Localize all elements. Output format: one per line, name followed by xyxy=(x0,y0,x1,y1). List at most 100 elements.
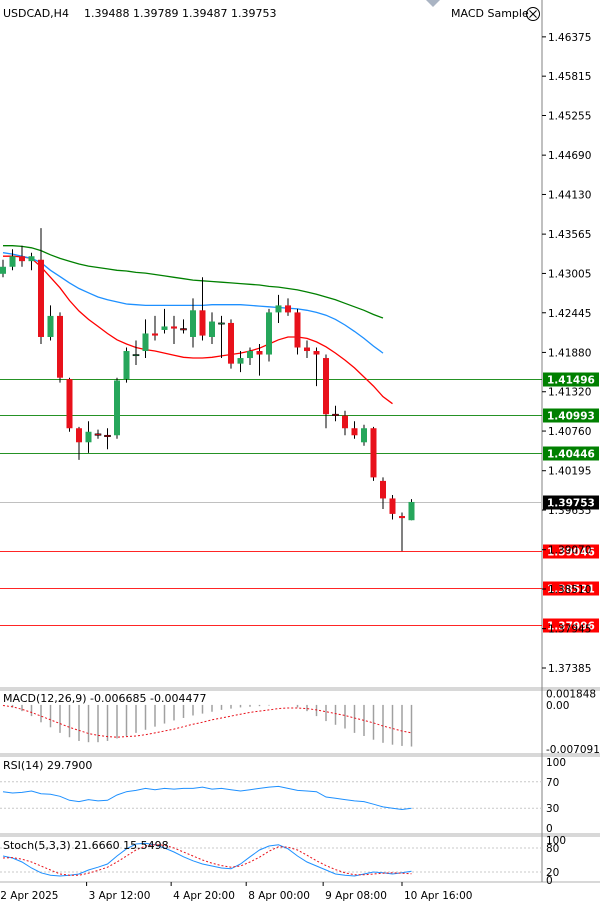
bull-candle-body xyxy=(190,310,196,337)
level-price-box xyxy=(543,446,599,461)
price-tick-label: 1.41880 xyxy=(548,347,591,359)
bear-candle-body xyxy=(228,322,234,364)
level-price-label: 1.41496 xyxy=(547,375,595,387)
price-tick-label: 1.41320 xyxy=(548,387,591,399)
bear-candle-body xyxy=(94,433,102,436)
price-tick-label: 1.44690 xyxy=(548,150,591,162)
bull-candle-body xyxy=(132,354,140,357)
level-price-label: 1.38521 xyxy=(547,584,595,596)
macd-tick-label: 0.001848 xyxy=(546,688,596,700)
time-tick-label: 2 Apr 2025 xyxy=(0,890,58,902)
bull-candle-body xyxy=(361,428,367,443)
level-price-box xyxy=(543,618,599,633)
bull-candle-body xyxy=(247,351,253,359)
level-price-box xyxy=(543,544,599,559)
bear-candle-body xyxy=(399,516,405,519)
macd-title: MACD(12,26,9) -0.006685 -0.004477 xyxy=(3,692,206,705)
stoch-main-line xyxy=(2,842,412,877)
level-price-label: 1.40446 xyxy=(547,449,595,461)
price-tick-label: 1.39070 xyxy=(548,545,591,557)
bull-candle-body xyxy=(266,312,272,355)
rsi-tick-label: 30 xyxy=(546,803,559,815)
bear-candle-body xyxy=(285,305,291,313)
bull-candle-body xyxy=(209,321,215,337)
price-tick-label: 1.45255 xyxy=(548,110,591,122)
level-price-label: 1.40993 xyxy=(547,411,595,423)
price-tick-label: 1.42445 xyxy=(548,308,591,320)
bull-candle-body xyxy=(218,322,225,325)
bear-candle-body xyxy=(152,333,158,336)
rsi-line xyxy=(2,785,412,811)
stoch-signal-line xyxy=(2,844,412,876)
bear-candle-body xyxy=(104,434,111,437)
time-tick-label: 4 Apr 20:00 xyxy=(173,890,235,902)
bull-candle-body xyxy=(237,358,244,364)
header-text: USDCAD,H4 1.39488 1.39789 1.39487 1.3975… xyxy=(3,7,276,20)
bull-candle-body xyxy=(408,501,415,521)
level-price-box xyxy=(543,372,599,387)
price-tick-label: 1.37385 xyxy=(548,663,591,675)
price-tick-label: 1.40760 xyxy=(548,426,591,438)
level-price-box xyxy=(543,581,599,596)
rsi-tick-label: 0 xyxy=(546,823,553,835)
bull-candle-body xyxy=(275,305,282,313)
bear-candle-body xyxy=(389,498,396,514)
level-price-box xyxy=(543,495,599,510)
bull-candle-body xyxy=(47,315,54,337)
bear-candle-body xyxy=(323,358,329,415)
bull-candle-body xyxy=(9,256,16,267)
bull-candle-body xyxy=(85,431,92,443)
bear-candle-body xyxy=(199,310,206,336)
bear-candle-body xyxy=(180,328,187,331)
bear-candle-body xyxy=(171,326,177,329)
bear-candle-body xyxy=(256,351,263,355)
bear-candle-body xyxy=(380,480,386,499)
expert-smiley-icon[interactable] xyxy=(526,7,540,21)
price-tick-label: 1.44130 xyxy=(548,189,591,201)
bear-candle-body xyxy=(351,428,358,436)
time-tick-label: 9 Apr 08:00 xyxy=(325,890,387,902)
ohlc-values: 1.39488 1.39789 1.39487 1.39753 xyxy=(84,7,276,20)
bear-candle-body xyxy=(66,379,73,429)
bear-candle-body xyxy=(57,315,63,378)
bear-candle-body xyxy=(19,256,25,262)
bear-candle-body xyxy=(370,428,377,478)
stoch-tick-label: 80 xyxy=(546,843,559,855)
bear-candle-body xyxy=(294,312,301,348)
stoch-tick-label: 100 xyxy=(546,835,566,847)
macd-tick-label: -0.007091 xyxy=(546,744,600,756)
moving-average-line xyxy=(3,245,384,319)
bull-candle-body xyxy=(161,326,168,330)
expert-advisor-name: MACD Sample xyxy=(451,7,529,20)
level-price-box xyxy=(543,408,599,423)
macd-signal-line xyxy=(2,705,412,738)
bear-candle-body xyxy=(342,415,348,429)
bear-candle-body xyxy=(38,259,44,337)
bear-candle-body xyxy=(304,347,310,352)
price-tick-label: 1.40195 xyxy=(548,466,591,478)
rsi-title: RSI(14) 29.7900 xyxy=(3,759,92,772)
stoch-tick-label: 20 xyxy=(546,867,559,879)
price-tick-label: 1.39635 xyxy=(548,505,591,517)
bear-candle-body xyxy=(313,351,320,355)
rsi-tick-label: 70 xyxy=(546,777,559,789)
bull-candle-body xyxy=(114,380,120,436)
time-tick-label: 3 Apr 12:00 xyxy=(89,890,151,902)
bull-candle-body xyxy=(28,256,35,262)
bull-candle-body xyxy=(123,351,130,380)
bear-candle-body xyxy=(76,428,82,443)
level-price-label: 1.39046 xyxy=(547,547,595,559)
rsi-tick-label: 100 xyxy=(546,757,566,769)
stoch-tick-label: 0 xyxy=(546,875,553,887)
price-tick-label: 1.37945 xyxy=(548,624,591,636)
moving-average-line xyxy=(3,255,393,405)
bull-candle-body xyxy=(142,333,149,352)
one-click-trading-triangle[interactable] xyxy=(426,0,440,7)
macd-tick-label: 0.00 xyxy=(546,700,569,712)
level-price-label: 1.39753 xyxy=(547,498,595,510)
symbol-timeframe: USDCAD,H4 xyxy=(3,7,69,20)
bear-candle-body xyxy=(332,413,339,416)
bull-candle-body xyxy=(0,266,6,274)
price-tick-label: 1.38510 xyxy=(548,584,591,596)
